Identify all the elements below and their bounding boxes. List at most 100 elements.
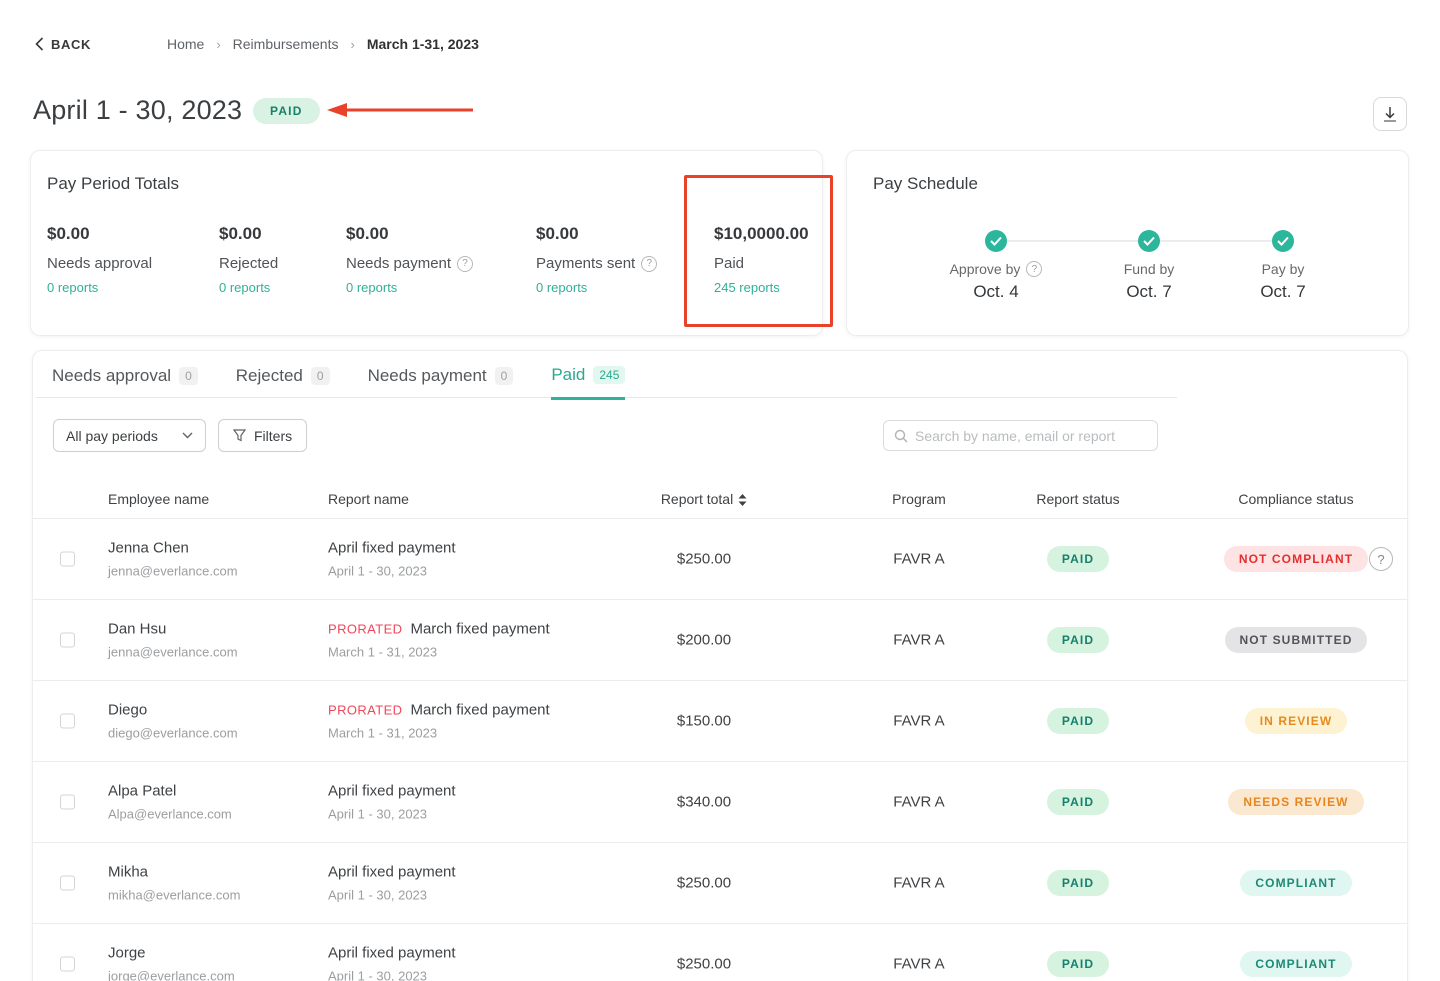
program: FAVR A [893,631,945,649]
pay-period-totals-title: Pay Period Totals [47,174,179,193]
report-total: $250.00 [676,550,732,568]
pay-period-totals-card: Pay Period Totals $0.00 Needs approval 0… [30,150,833,336]
row-checkbox[interactable] [60,956,75,972]
stat-label: Payments sent [536,255,636,272]
sort-icon[interactable] [738,493,747,506]
breadcrumb-home[interactable]: Home [166,36,205,52]
report-status-badge: PAID [1046,789,1110,815]
report-total: $150.00 [676,712,732,730]
schedule-step-fund: Fund by Oct. 7 [1069,230,1229,302]
breadcrumb-reimbursements[interactable]: Reimbursements [232,36,339,52]
back-label: BACK [51,36,91,52]
table-row[interactable]: Mikha mikha@everlance.com April fixed pa… [33,843,1407,924]
stat-reports-link[interactable]: 0 reports [536,280,588,295]
schedule-step-date: Oct. 7 [1126,282,1172,301]
tab-count-badge: 0 [310,366,330,385]
report-name: April fixed payment [328,863,456,881]
pay-period-select-value: All pay periods [66,427,158,444]
tab-label: Paid [551,365,586,384]
chevron-right-icon: › [350,36,355,52]
report-period: March 1 - 31, 2023 [328,644,438,660]
tab-count-badge: 0 [179,366,198,385]
back-chevron-icon [35,37,44,51]
stat-reports-link[interactable]: 0 reports [219,280,271,295]
reports-table-card: Needs approval 0 Rejected 0 Needs paymen… [32,350,1408,981]
report-total: $250.00 [676,955,732,973]
download-icon [1384,106,1396,122]
check-circle-icon [1138,230,1160,252]
prorated-tag: PRORATED [328,621,403,637]
schedule-step-date: Oct. 4 [973,282,1019,301]
back-button[interactable]: BACK [35,37,91,52]
search-input[interactable] [915,427,1147,444]
stat-amount: $0.00 [346,224,389,243]
search-icon [894,429,908,442]
row-checkbox[interactable] [60,551,75,567]
stat-label: Paid [714,255,745,272]
employee-email: jenna@everlance.com [108,563,238,579]
program: FAVR A [893,712,945,730]
filters-button[interactable]: Filters [218,419,308,452]
program: FAVR A [893,550,945,568]
compliance-badge: COMPLIANT [1240,870,1352,896]
stat-reports-link[interactable]: 0 reports [346,280,398,295]
stat-amount: $10,0000.00 [714,224,809,243]
filters-label: Filters [254,427,293,444]
row-checkbox[interactable] [60,713,75,729]
paid-status-badge: PAID [253,98,320,124]
compliance-badge: NOT SUBMITTED [1224,627,1368,653]
report-period: April 1 - 30, 2023 [328,887,428,903]
stat-label: Rejected [219,255,279,272]
tab-needs-approval[interactable]: Needs approval 0 [52,365,198,398]
top-navigation: BACK Home › Reimbursements › March 1-31,… [35,36,479,52]
chevron-right-icon: › [216,36,221,52]
table-row[interactable]: Jenna Chen jenna@everlance.com April fix… [33,519,1407,600]
stat-paid: $10,0000.00 Paid 245 reports [714,224,809,295]
row-checkbox[interactable] [60,632,75,648]
row-checkbox[interactable] [60,875,75,891]
help-icon[interactable]: ? [457,255,474,272]
employee-email: jorge@everlance.com [108,968,235,981]
stat-reports-link[interactable]: 0 reports [47,280,99,295]
help-icon[interactable]: ? [1026,261,1043,277]
program: FAVR A [893,874,945,892]
compliance-badge: IN REVIEW [1244,708,1348,734]
compliance-badge: NOT COMPLIANT [1223,546,1369,572]
pay-schedule-title: Pay Schedule [873,174,978,193]
tab-needs-payment[interactable]: Needs payment 0 [368,365,514,398]
table-row[interactable]: Jorge jorge@everlance.com April fixed pa… [33,924,1407,981]
tab-rejected[interactable]: Rejected 0 [236,365,330,398]
help-icon[interactable]: ? [641,255,658,272]
table-row[interactable]: Diego diego@everlance.com PRORATED March… [33,681,1407,762]
report-status-badge: PAID [1046,708,1110,734]
report-name: April fixed payment [328,539,456,557]
stat-reports-link[interactable]: 245 reports [714,280,780,295]
stat-amount: $0.00 [536,224,579,243]
table-row[interactable]: Alpa Patel Alpa@everlance.com April fixe… [33,762,1407,843]
schedule-step-label: Pay by [1261,261,1305,277]
report-period: March 1 - 31, 2023 [328,725,438,741]
tab-label: Needs payment [367,365,487,385]
row-checkbox[interactable] [60,794,75,810]
report-name: March fixed payment [410,701,550,719]
tabs: Needs approval 0 Rejected 0 Needs paymen… [52,365,626,400]
program: FAVR A [893,793,945,811]
stat-payments-sent: $0.00 Payments sent ? 0 reports [536,224,658,295]
pay-period-select[interactable]: All pay periods [53,419,206,452]
employee-email: jenna@everlance.com [108,644,238,660]
column-program: Program [892,490,946,507]
schedule-step-pay: Pay by Oct. 7 [1203,230,1363,302]
download-button[interactable] [1373,97,1407,131]
check-circle-icon [1272,230,1294,252]
schedule-step-date: Oct. 7 [1260,282,1306,301]
table-row[interactable]: Dan Hsu jenna@everlance.com PRORATED Mar… [33,600,1407,681]
column-report-name: Report name [328,490,409,507]
tab-paid[interactable]: Paid 245 [551,365,626,400]
schedule-step-label: Approve by [949,261,1021,277]
employee-name: Jenna Chen [108,539,189,557]
report-status-badge: PAID [1046,870,1110,896]
filter-funnel-icon [233,429,246,442]
page-title: April 1 - 30, 2023 [33,95,243,125]
prorated-tag: PRORATED [328,702,403,718]
compliance-help-icon[interactable]: ? [1369,547,1393,571]
